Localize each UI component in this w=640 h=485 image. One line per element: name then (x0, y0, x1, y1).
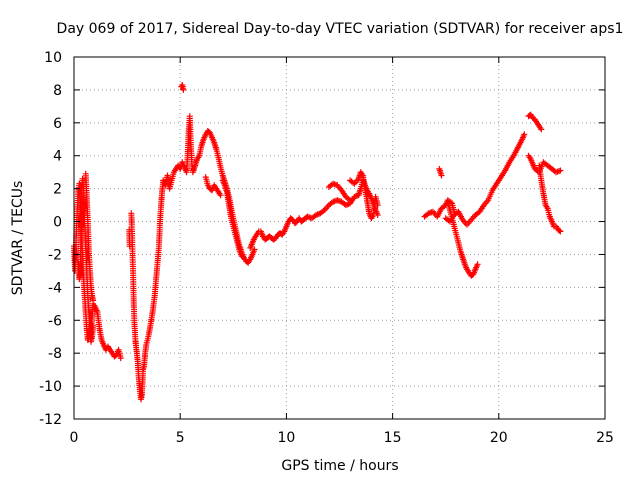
ticks-layer: 0 5 10 15 20 25 -12 -10 -8 -6 -4 -2 0 2 4 6 8 10 (39, 50, 614, 446)
y-tick-label: -2 (48, 247, 62, 263)
data-layer (71, 82, 564, 403)
x-tick-label: 20 (490, 430, 508, 446)
y-tick-label: -4 (48, 280, 62, 296)
y-tick-label: -8 (48, 346, 62, 362)
y-tick-label: -6 (48, 313, 62, 329)
x-axis-label: GPS time / hours (281, 458, 398, 474)
x-tick-label: 25 (596, 430, 614, 446)
y-tick-label: 4 (53, 149, 62, 165)
y-tick-label: 10 (44, 50, 62, 66)
y-tick-label: 6 (53, 116, 62, 132)
grid-layer (74, 57, 605, 419)
x-tick-label: 15 (384, 430, 402, 446)
y-tick-label: 2 (53, 182, 62, 198)
plot-frame (73, 56, 606, 420)
y-axis-label: SDTVAR / TECUs (10, 181, 26, 296)
x-tick-label: 0 (70, 430, 79, 446)
y-tick-label: 0 (53, 215, 62, 231)
y-tick-label: 8 (53, 83, 62, 99)
y-tick-label: -10 (39, 379, 62, 395)
y-tick-label: -12 (39, 412, 62, 428)
x-tick-label: 10 (277, 430, 295, 446)
x-tick-label: 5 (176, 430, 185, 446)
sdtvar-data-points (71, 82, 564, 403)
chart-title: Day 069 of 2017, Sidereal Day-to-day VTE… (57, 21, 624, 37)
